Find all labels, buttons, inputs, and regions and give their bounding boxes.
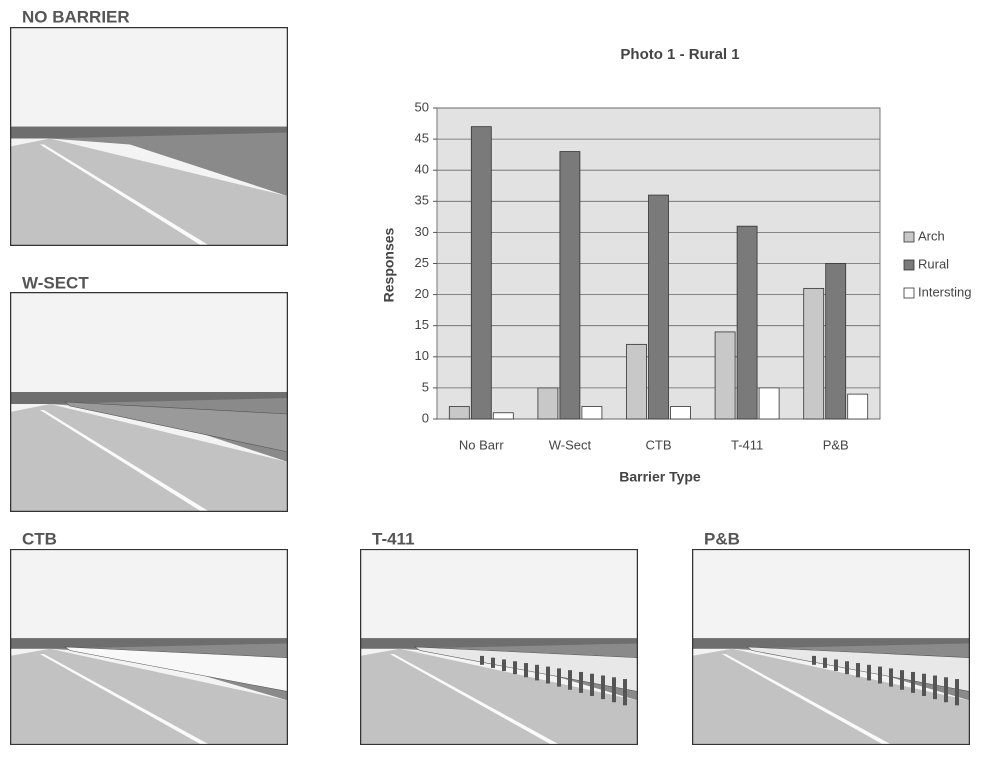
post <box>911 672 915 693</box>
bar <box>560 152 580 419</box>
page: NO BARRIER W-SECT CTB T-411 P&B Photo 1 - Rur… <box>0 0 992 770</box>
bar <box>759 388 779 419</box>
x-axis-label: Barrier Type <box>619 469 701 485</box>
post <box>623 679 627 705</box>
y-tick-label: 25 <box>415 255 429 270</box>
legend-swatch <box>904 232 914 242</box>
photo <box>10 292 288 512</box>
photo-label: P&B <box>704 529 740 548</box>
y-tick-label: 0 <box>422 410 429 425</box>
post <box>867 665 871 681</box>
post <box>955 679 959 705</box>
bar <box>627 344 647 419</box>
bar <box>737 226 757 419</box>
post <box>889 668 893 686</box>
photo-label: CTB <box>22 529 57 548</box>
bar <box>449 407 469 419</box>
legend-label: Arch <box>918 228 945 243</box>
x-tick-label: No Barr <box>459 437 504 452</box>
post <box>590 674 594 696</box>
bar <box>848 394 868 419</box>
y-tick-label: 5 <box>422 379 429 394</box>
legend-label: Rural <box>918 256 949 271</box>
y-tick-label: 50 <box>415 99 429 114</box>
bar <box>582 407 602 419</box>
legend-label: Intersting <box>918 284 971 299</box>
post <box>834 659 838 671</box>
post <box>900 670 904 690</box>
y-tick-label: 10 <box>415 348 429 363</box>
legend-swatch <box>904 288 914 298</box>
post <box>612 677 616 702</box>
post <box>513 661 517 674</box>
post <box>502 659 506 671</box>
post <box>579 672 583 693</box>
bar <box>649 195 669 419</box>
post <box>568 670 572 690</box>
bar <box>493 413 513 419</box>
post <box>823 658 827 668</box>
bar <box>826 264 846 420</box>
photo <box>360 549 638 745</box>
y-tick-label: 45 <box>415 131 429 146</box>
y-axis-label: Responses <box>381 227 397 302</box>
post <box>601 676 605 700</box>
post <box>845 661 849 674</box>
bar <box>804 288 824 419</box>
y-tick-label: 35 <box>415 193 429 208</box>
post <box>878 667 882 684</box>
post <box>557 668 561 686</box>
x-tick-label: CTB <box>646 437 672 452</box>
bar <box>671 407 691 419</box>
bar <box>471 127 491 419</box>
photo <box>10 27 288 246</box>
post <box>856 663 860 677</box>
post <box>535 665 539 681</box>
photo-label: W-SECT <box>22 273 89 292</box>
post <box>524 663 528 677</box>
post <box>812 656 816 665</box>
y-tick-label: 30 <box>415 224 429 239</box>
y-tick-label: 20 <box>415 286 429 301</box>
post <box>922 674 926 696</box>
x-tick-label: W-Sect <box>549 437 592 452</box>
y-tick-label: 40 <box>415 162 429 177</box>
post <box>491 658 495 668</box>
legend-swatch <box>904 260 914 270</box>
post <box>933 676 937 700</box>
y-tick-label: 15 <box>415 317 429 332</box>
chart-title: Photo 1 - Rural 1 <box>620 46 739 63</box>
photo <box>10 549 288 745</box>
x-tick-label: T-411 <box>731 437 763 452</box>
bar <box>715 332 735 419</box>
photo-label: T-411 <box>372 529 415 548</box>
photo <box>692 549 970 745</box>
post <box>944 677 948 702</box>
x-tick-label: P&B <box>823 437 849 452</box>
photo-label: NO BARRIER <box>22 7 130 26</box>
post <box>480 656 484 665</box>
bar <box>538 388 558 419</box>
post <box>546 667 550 684</box>
